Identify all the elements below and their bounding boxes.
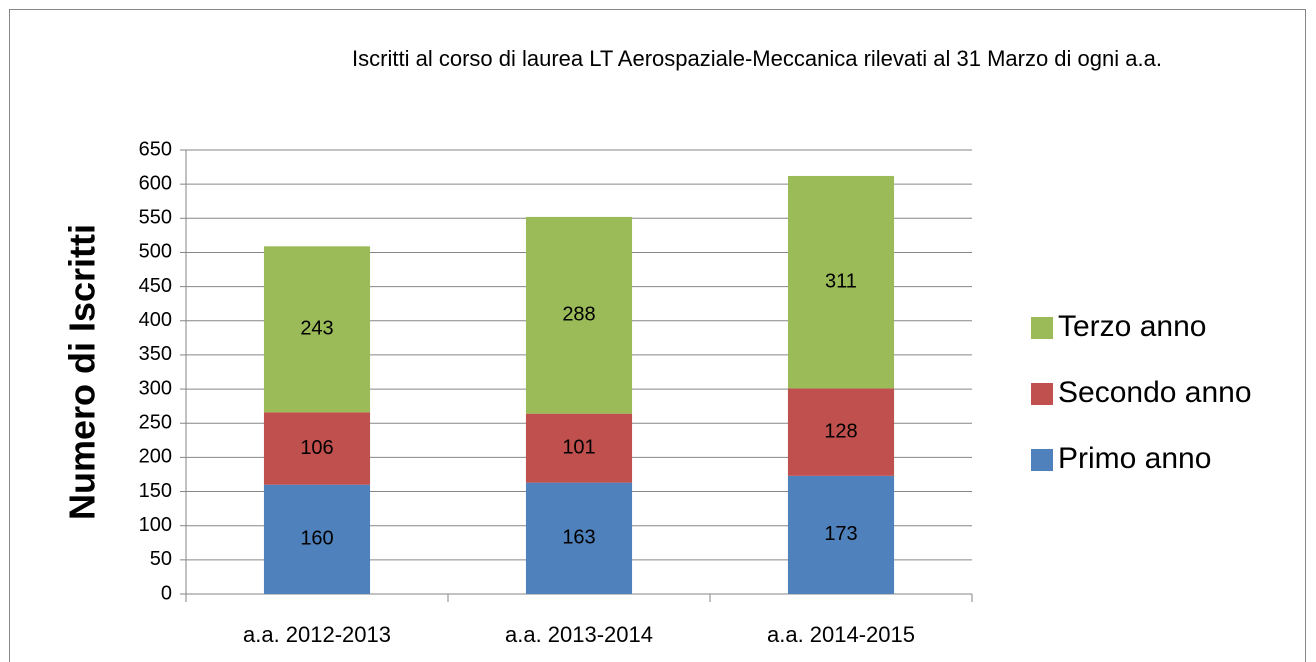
y-tick-label: 100 (139, 514, 172, 536)
y-tick-label: 300 (139, 377, 172, 399)
bar-segment (787, 175, 895, 389)
y-tick-label: 500 (139, 241, 172, 263)
legend-label: Terzo anno (1058, 310, 1206, 343)
y-tick-label: 150 (139, 480, 172, 502)
y-tick-label: 50 (150, 548, 172, 570)
y-tick-label: 600 (139, 172, 172, 194)
x-tick-label: a.a. 2014-2015 (767, 622, 915, 647)
data-label: 311 (825, 270, 857, 292)
data-label: 101 (562, 436, 595, 458)
data-label: 128 (824, 420, 857, 442)
y-tick-label: 400 (139, 309, 172, 331)
data-label: 160 (300, 528, 333, 550)
y-tick-label: 200 (139, 446, 172, 468)
data-label: 288 (562, 304, 595, 326)
chart-title: Iscritti al corso di laurea LT Aerospazi… (352, 46, 1162, 71)
y-tick-label: 650 (139, 138, 172, 160)
bar-segment (787, 475, 895, 594)
y-tick-label: 0 (161, 582, 172, 604)
data-label: 173 (824, 523, 857, 545)
y-tick-label: 250 (139, 412, 172, 434)
legend-swatch (1031, 383, 1053, 405)
y-tick-label: 550 (139, 207, 172, 229)
legend-swatch (1031, 317, 1053, 339)
legend-label: Secondo anno (1058, 376, 1252, 409)
bar-segment (263, 246, 371, 413)
legend-swatch (1031, 449, 1053, 471)
data-label: 243 (300, 318, 333, 340)
data-label: 163 (562, 527, 595, 549)
x-tick-label: a.a. 2013-2014 (505, 622, 653, 647)
legend-label: Primo anno (1058, 442, 1211, 475)
bar-segment (525, 413, 633, 483)
bar-segment (525, 482, 633, 594)
x-tick-label: a.a. 2012-2013 (243, 622, 391, 647)
data-label: 106 (300, 437, 333, 459)
y-tick-label: 350 (139, 343, 172, 365)
bar-segment (787, 388, 895, 476)
y-axis-title: Numero di Iscritti (62, 224, 103, 520)
bar-segment (263, 412, 371, 485)
bar-segment (263, 484, 371, 594)
y-tick-label: 450 (139, 275, 172, 297)
bar-segment (525, 216, 633, 414)
chart-border (9, 9, 1306, 662)
